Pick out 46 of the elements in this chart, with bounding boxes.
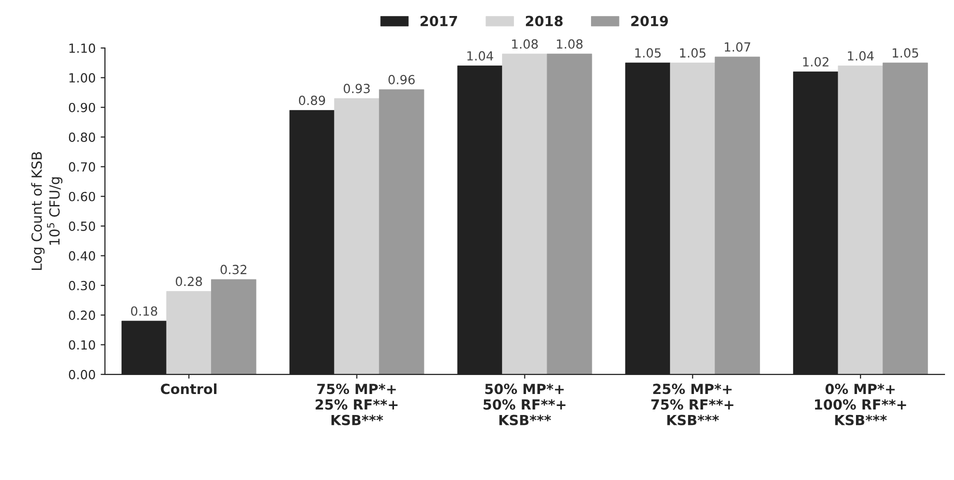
data-label: 1.08 <box>556 39 583 49</box>
bar <box>334 98 380 374</box>
data-label: 1.04 <box>467 51 494 61</box>
data-label: 1.05 <box>635 48 661 58</box>
data-label: 0.93 <box>344 84 370 94</box>
bar <box>838 66 884 374</box>
bar <box>714 56 760 374</box>
bar <box>670 62 716 374</box>
y-tick-label: 0.50 <box>68 222 96 231</box>
y-tick-label: 0.70 <box>68 162 96 172</box>
legend-label: 2018 <box>526 16 563 26</box>
bar <box>502 54 548 374</box>
category-label: 50% MP*+ 50% RF**+ KSB*** <box>484 384 566 426</box>
x-tick-label: Control <box>160 383 216 394</box>
data-label: 0.32 <box>220 264 246 274</box>
data-label: 1.05 <box>680 48 706 58</box>
y-tick-label: 0.60 <box>68 192 96 202</box>
bar <box>378 89 424 374</box>
data-label: 0.28 <box>176 276 202 286</box>
bar <box>882 62 928 374</box>
bar <box>166 291 212 374</box>
y-tick-label: 0.90 <box>68 102 96 112</box>
y-tick-label: 0.10 <box>68 340 96 350</box>
data-label: 1.07 <box>724 42 750 52</box>
category-label: 25% MP*+ 75% RF**+ KSB*** <box>651 384 734 426</box>
y-axis-title: Log Count of KSB 10$^{5}$ CFU/g <box>31 152 62 270</box>
y-tick-label: 0.00 <box>68 370 96 380</box>
data-label: 1.05 <box>892 48 918 58</box>
y-tick-label: 0.20 <box>68 310 96 320</box>
y-tick-label: 0.80 <box>68 132 96 142</box>
category-label: 0% MP*+ 100% RF**+ KSB*** <box>815 384 906 426</box>
data-label: 0.18 <box>131 306 158 316</box>
bar <box>211 279 256 374</box>
category-label: 75% MP*+ 25% RF**+ KSB*** <box>316 384 398 426</box>
data-label: 1.08 <box>512 39 538 49</box>
legend-label: 2017 <box>420 16 458 26</box>
data-label: 0.96 <box>388 74 415 84</box>
y-tick-label: 0.40 <box>68 251 96 261</box>
y-tick-label: 1.10 <box>69 43 96 53</box>
data-label: 1.04 <box>848 51 874 61</box>
y-tick-label: 1.00 <box>69 73 96 83</box>
data-label: 0.89 <box>298 96 326 106</box>
data-label: 1.02 <box>803 57 828 67</box>
bar <box>546 54 592 374</box>
legend-label: 2019 <box>631 16 668 26</box>
y-tick-label: 0.30 <box>68 280 96 290</box>
